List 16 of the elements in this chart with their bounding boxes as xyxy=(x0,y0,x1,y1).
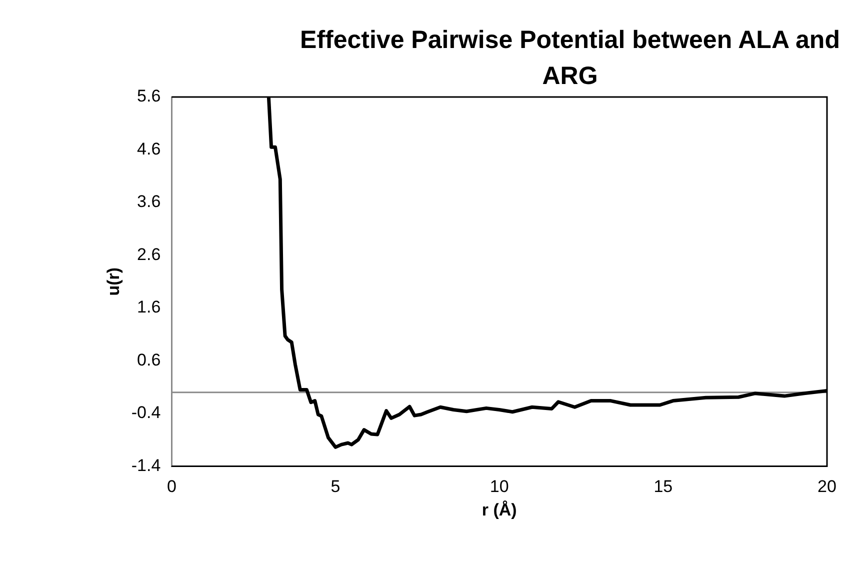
x-tick-label: 5 xyxy=(330,477,340,496)
y-tick-label: -0.4 xyxy=(131,403,161,422)
chart-title: Effective Pairwise Potential between ALA and ARG xyxy=(300,25,840,92)
y-tick-label: 5.6 xyxy=(137,86,161,106)
y-axis-title: u(r) xyxy=(104,267,123,296)
x-tick-label: 20 xyxy=(818,477,836,496)
x-tick-label: 10 xyxy=(490,477,509,496)
x-tick-label: 15 xyxy=(654,477,673,496)
y-tick-label: -1.4 xyxy=(131,456,161,475)
y-tick-label: 2.6 xyxy=(137,244,161,264)
y-tick-label: 1.6 xyxy=(137,298,161,317)
y-tick-label: 4.6 xyxy=(137,139,161,158)
y-tick-label: 0.6 xyxy=(137,350,161,370)
x-tick-label: 0 xyxy=(166,477,176,496)
x-axis-title: r (Å) xyxy=(482,500,517,520)
y-tick-label: 3.6 xyxy=(137,192,161,212)
